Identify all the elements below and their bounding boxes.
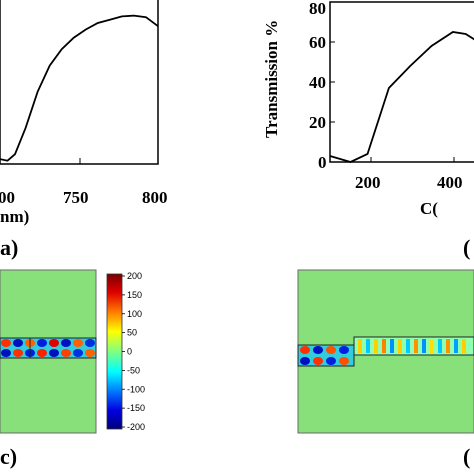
panel-b-axes-frame [329, 1, 474, 163]
panel-c-waveguide [0, 337, 97, 359]
colorbar-tick-label: 50 [127, 328, 137, 338]
panel-a-chart: 00 750 800 nm) a) [0, 0, 168, 260]
panel-b-xlabel: C( [420, 199, 438, 218]
panel-b-xtick-200: 200 [355, 173, 381, 192]
colorbar-tick-label: -50 [127, 365, 140, 375]
colorbar-tick-label: 0 [127, 347, 132, 357]
panel-c-label: c) [0, 444, 17, 469]
panel-b-ytick-20: 20 [309, 113, 326, 132]
colorbar-tick-label: -100 [127, 384, 145, 394]
colorbar-tick-label: -200 [127, 422, 145, 432]
panel-a-xtick-800: 800 [142, 188, 168, 207]
panel-d-field-map: ( [297, 269, 474, 469]
panel-a-xlabel: nm) [0, 207, 29, 226]
panel-b-line [329, 31, 474, 163]
panel-a-axes-frame [0, 0, 159, 165]
panel-b-ytick-40: 40 [309, 73, 326, 92]
panel-b-chart: 0 20 40 60 80 Transmission % 200 400 C( … [262, 0, 474, 260]
panel-d-label: ( [463, 444, 470, 469]
panel-a-label: a) [0, 235, 18, 260]
panel-b-xtick-400: 400 [437, 173, 463, 192]
panel-b-ytick-0: 0 [318, 153, 327, 172]
panel-b-ytick-60: 60 [309, 33, 326, 52]
colorbar-tick-label: 200 [127, 271, 142, 281]
colorbar-tick-label: -150 [127, 403, 145, 413]
panel-a-xtick-00: 00 [0, 188, 15, 207]
panel-b-ylabel: Transmission % [262, 20, 281, 138]
panel-d-input-waveguide [297, 344, 355, 367]
panel-c-field-map: c) [0, 269, 97, 469]
colorbar-tick-label: 150 [127, 290, 142, 300]
colorbar-tick-label: 100 [127, 309, 142, 319]
colorbar-gradient [106, 273, 123, 430]
panel-a-xtick-750: 750 [63, 188, 89, 207]
colorbar: 200 150 100 50 0 -50 -100 -150 -200 [106, 271, 145, 432]
panel-b-ytick-80: 80 [309, 0, 326, 18]
panel-b-label: ( [463, 235, 470, 260]
panel-d-output-waveguide [353, 336, 474, 356]
panel-a-line [0, 14, 159, 162]
